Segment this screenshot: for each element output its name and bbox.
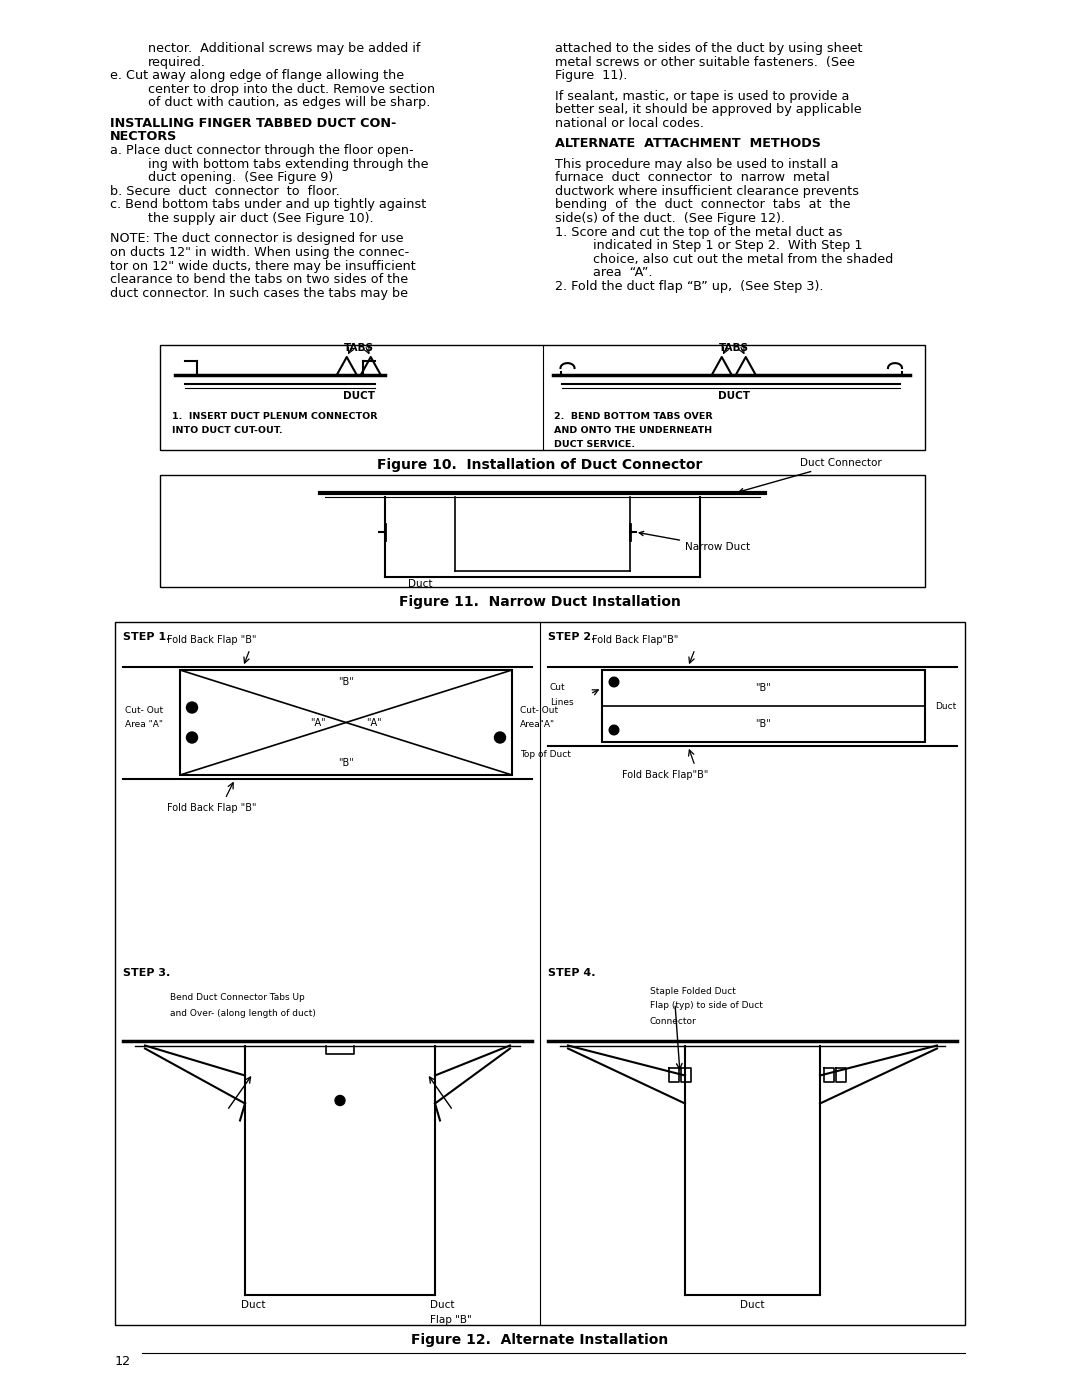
Text: required.: required. [148, 56, 206, 68]
Circle shape [187, 732, 198, 743]
Bar [602, 671, 924, 742]
Text: "A": "A" [366, 718, 382, 728]
Text: ductwork where insufficient clearance prevents: ductwork where insufficient clearance pr… [555, 184, 859, 198]
Text: Cut- Out: Cut- Out [125, 705, 163, 715]
Text: on ducts 12" in width. When using the connec-: on ducts 12" in width. When using the co… [110, 246, 409, 258]
Text: "B": "B" [756, 683, 771, 693]
Text: AND ONTO THE UNDERNEATH: AND ONTO THE UNDERNEATH [554, 426, 713, 434]
Text: c. Bend bottom tabs under and up tightly against: c. Bend bottom tabs under and up tightly… [110, 198, 427, 211]
Text: STEP 2.: STEP 2. [548, 631, 595, 643]
Circle shape [335, 1095, 345, 1105]
Text: If sealant, mastic, or tape is used to provide a: If sealant, mastic, or tape is used to p… [555, 89, 849, 102]
Text: clearance to bend the tabs on two sides of the: clearance to bend the tabs on two sides … [110, 274, 408, 286]
Text: Duct: Duct [740, 1301, 765, 1310]
Text: 12: 12 [114, 1355, 131, 1368]
Text: the supply air duct (See Figure 10).: the supply air duct (See Figure 10). [148, 212, 374, 225]
Text: tor on 12" wide ducts, there may be insufficient: tor on 12" wide ducts, there may be insu… [110, 260, 416, 272]
Text: center to drop into the duct. Remove section: center to drop into the duct. Remove sec… [148, 82, 435, 96]
Text: 1. Score and cut the top of the metal duct as: 1. Score and cut the top of the metal du… [555, 225, 842, 239]
Text: Figure 11.  Narrow Duct Installation: Figure 11. Narrow Duct Installation [400, 595, 680, 609]
Text: INSTALLING FINGER TABBED DUCT CON-: INSTALLING FINGER TABBED DUCT CON- [110, 117, 396, 130]
Text: Connector: Connector [650, 1017, 697, 1025]
Text: Cut: Cut [550, 683, 566, 692]
Text: 2.  BEND BOTTOM TABS OVER: 2. BEND BOTTOM TABS OVER [554, 412, 713, 420]
Bar [160, 345, 924, 450]
Text: attached to the sides of the duct by using sheet: attached to the sides of the duct by usi… [555, 42, 863, 54]
Text: of duct with caution, as edges will be sharp.: of duct with caution, as edges will be s… [148, 96, 430, 109]
Text: side(s) of the duct.  (See Figure 12).: side(s) of the duct. (See Figure 12). [555, 212, 785, 225]
Text: Duct: Duct [408, 578, 432, 590]
Text: national or local codes.: national or local codes. [555, 117, 704, 130]
Text: DUCT SERVICE.: DUCT SERVICE. [554, 440, 636, 448]
Text: TABS: TABS [343, 344, 374, 353]
Text: Area"A": Area"A" [519, 719, 555, 729]
Text: b. Secure  duct  connector  to  floor.: b. Secure duct connector to floor. [110, 184, 340, 198]
Text: Figure 10.  Installation of Duct Connector: Figure 10. Installation of Duct Connecto… [377, 458, 703, 472]
Text: Lines: Lines [550, 697, 573, 707]
Text: STEP 4.: STEP 4. [548, 968, 595, 978]
Text: Area "A": Area "A" [125, 719, 163, 729]
Text: 2. Fold the duct flap “B” up,  (See Step 3).: 2. Fold the duct flap “B” up, (See Step … [555, 279, 824, 293]
Text: Flap "B": Flap "B" [430, 1315, 472, 1324]
Text: duct opening.  (See Figure 9): duct opening. (See Figure 9) [148, 172, 334, 184]
Text: Cut- Out: Cut- Out [519, 705, 558, 715]
Text: Fold Back Flap"B": Fold Back Flap"B" [622, 770, 708, 780]
Bar [180, 671, 512, 775]
Text: DUCT: DUCT [342, 391, 375, 401]
Text: TABS: TABS [719, 344, 748, 353]
Text: metal screws or other suitable fasteners.  (See: metal screws or other suitable fasteners… [555, 56, 855, 68]
Text: indicated in Step 1 or Step 2.  With Step 1: indicated in Step 1 or Step 2. With Step… [593, 239, 863, 253]
Text: "B": "B" [338, 759, 354, 768]
Text: ing with bottom tabs extending through the: ing with bottom tabs extending through t… [148, 158, 429, 170]
Text: "B": "B" [756, 719, 771, 729]
Text: This procedure may also be used to install a: This procedure may also be used to insta… [555, 158, 838, 170]
Circle shape [609, 725, 619, 735]
Text: NECTORS: NECTORS [110, 130, 177, 144]
Text: Duct: Duct [430, 1301, 455, 1310]
Bar [114, 622, 966, 1324]
Text: Duct: Duct [935, 701, 956, 711]
Text: Fold Back Flap"B": Fold Back Flap"B" [592, 636, 678, 645]
Text: a. Place duct connector through the floor open-: a. Place duct connector through the floo… [110, 144, 414, 156]
Text: Staple Folded Duct: Staple Folded Duct [650, 986, 735, 996]
Text: Flap (typ) to side of Duct: Flap (typ) to side of Duct [650, 1002, 762, 1010]
Circle shape [495, 732, 505, 743]
Text: Fold Back Flap "B": Fold Back Flap "B" [167, 636, 257, 645]
Text: Figure 12.  Alternate Installation: Figure 12. Alternate Installation [411, 1333, 669, 1347]
Text: NOTE: The duct connector is designed for use: NOTE: The duct connector is designed for… [110, 232, 404, 246]
Text: "B": "B" [338, 678, 354, 687]
Text: nector.  Additional screws may be added if: nector. Additional screws may be added i… [148, 42, 420, 54]
Text: choice, also cut out the metal from the shaded: choice, also cut out the metal from the … [593, 253, 893, 265]
Text: e. Cut away along edge of flange allowing the: e. Cut away along edge of flange allowin… [110, 70, 404, 82]
Text: and Over- (along length of duct): and Over- (along length of duct) [170, 1009, 315, 1017]
Circle shape [187, 703, 198, 712]
Text: Duct Connector: Duct Connector [739, 458, 881, 493]
Text: Duct: Duct [241, 1301, 266, 1310]
Bar [160, 475, 924, 587]
Text: duct connector. In such cases the tabs may be: duct connector. In such cases the tabs m… [110, 286, 408, 300]
Text: area  “A”.: area “A”. [593, 267, 652, 279]
Text: INTO DUCT CUT-OUT.: INTO DUCT CUT-OUT. [172, 426, 283, 434]
Text: ALTERNATE  ATTACHMENT  METHODS: ALTERNATE ATTACHMENT METHODS [555, 137, 821, 151]
Text: Fold Back Flap "B": Fold Back Flap "B" [167, 803, 257, 813]
Text: Narrow Duct: Narrow Duct [639, 531, 751, 552]
Text: bending  of  the  duct  connector  tabs  at  the: bending of the duct connector tabs at th… [555, 198, 851, 211]
Text: Top of Duct: Top of Duct [519, 750, 571, 759]
Text: DUCT: DUCT [718, 391, 750, 401]
Text: "A": "A" [310, 718, 326, 728]
Text: 1.  INSERT DUCT PLENUM CONNECTOR: 1. INSERT DUCT PLENUM CONNECTOR [172, 412, 378, 420]
Text: Figure  11).: Figure 11). [555, 70, 627, 82]
Text: STEP 1.: STEP 1. [123, 631, 171, 643]
Text: better seal, it should be approved by applicable: better seal, it should be approved by ap… [555, 103, 862, 116]
Text: furnace  duct  connector  to  narrow  metal: furnace duct connector to narrow metal [555, 172, 829, 184]
Text: Bend Duct Connector Tabs Up: Bend Duct Connector Tabs Up [170, 993, 305, 1003]
Circle shape [609, 678, 619, 687]
Text: STEP 3.: STEP 3. [123, 968, 171, 978]
